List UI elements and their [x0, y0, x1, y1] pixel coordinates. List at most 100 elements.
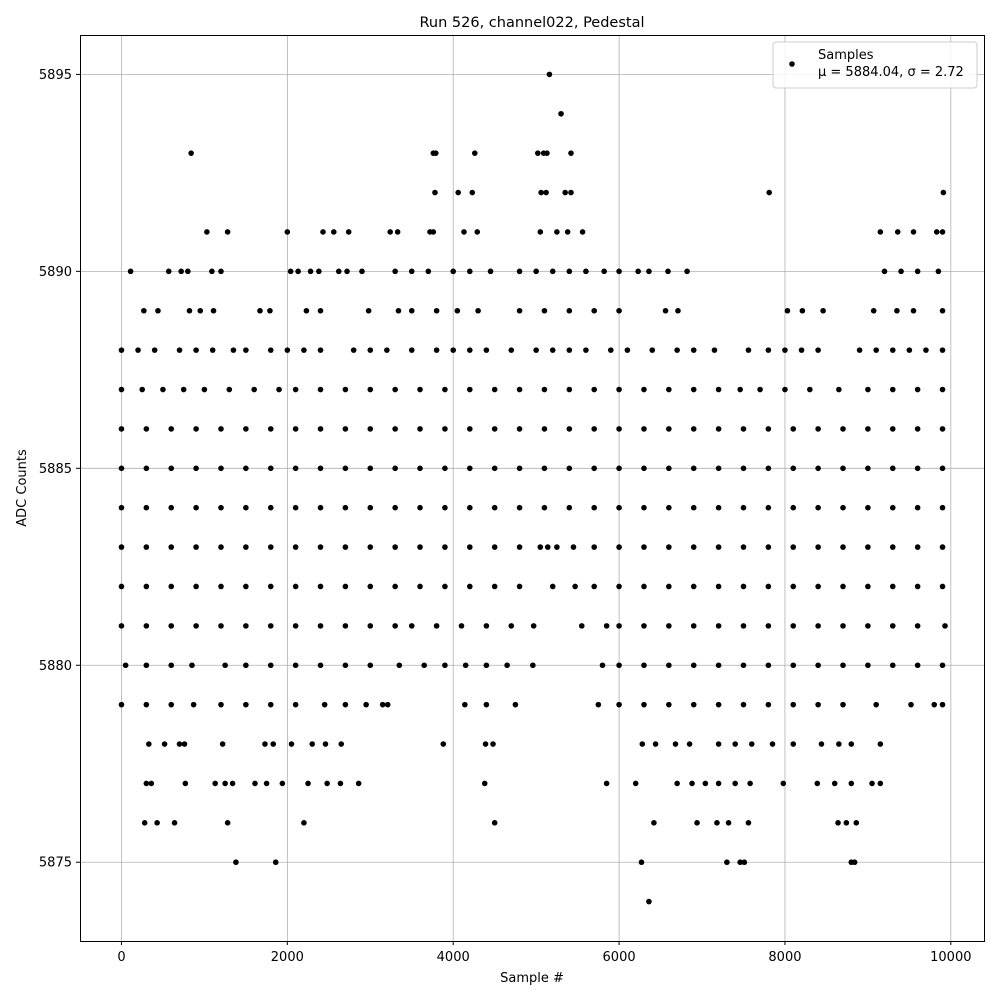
data-point [188, 150, 194, 156]
data-point [516, 268, 523, 275]
data-point [317, 426, 324, 432]
data-point [674, 347, 680, 353]
data-point [603, 780, 610, 787]
data-point [914, 268, 921, 275]
data-point [229, 780, 236, 787]
data-point [367, 662, 374, 669]
data-point [765, 347, 772, 353]
data-point [790, 426, 797, 432]
data-point [549, 347, 556, 353]
data-point [392, 623, 398, 629]
data-point [544, 150, 550, 156]
data-point [745, 347, 752, 353]
data-point [491, 426, 498, 432]
data-point [367, 426, 374, 432]
data-point [765, 583, 772, 590]
x-tick-label: 10000 [930, 950, 971, 965]
data-point [267, 583, 274, 590]
data-point [243, 426, 249, 432]
data-point [665, 268, 671, 275]
data-point [118, 701, 125, 708]
data-point [469, 189, 476, 196]
data-point [135, 347, 141, 353]
data-point [689, 780, 695, 787]
data-point [541, 465, 548, 472]
data-point [359, 268, 365, 275]
data-point [715, 780, 722, 787]
data-point [263, 780, 270, 787]
data-point [923, 347, 929, 353]
data-point [322, 741, 329, 747]
data-point [914, 623, 921, 629]
data-point [243, 465, 249, 472]
data-point [865, 662, 871, 669]
data-point [616, 465, 622, 472]
data-point [815, 583, 821, 590]
data-point [474, 229, 481, 235]
x-tick-label: 2000 [271, 950, 304, 965]
data-point [765, 426, 772, 432]
data-point [483, 347, 490, 353]
data-point [272, 859, 279, 866]
data-point [212, 780, 218, 787]
data-point [939, 229, 946, 235]
data-point [218, 268, 224, 275]
data-point [914, 504, 921, 511]
data-point [168, 701, 175, 708]
data-point [118, 583, 125, 590]
data-point [178, 268, 184, 275]
data-point [442, 544, 448, 550]
y-tick-label: 5885 [39, 462, 72, 477]
data-point [151, 347, 158, 353]
data-point [442, 662, 448, 669]
data-point [549, 268, 556, 275]
data-point [765, 544, 772, 550]
data-point [168, 504, 175, 511]
data-point [307, 268, 314, 275]
data-point [127, 268, 134, 275]
data-point [342, 583, 349, 590]
data-point [118, 623, 125, 629]
data-point [284, 347, 291, 353]
data-point [591, 465, 598, 472]
data-point [616, 504, 622, 511]
data-point [421, 662, 427, 669]
data-point [737, 859, 743, 866]
data-point [865, 465, 871, 472]
data-point [535, 150, 541, 156]
data-point [392, 504, 398, 511]
grid [80, 35, 984, 941]
data-point [607, 347, 614, 353]
data-point [601, 268, 607, 275]
data-point [666, 623, 672, 629]
data-point [865, 544, 871, 550]
data-point [541, 504, 548, 511]
data-point [784, 307, 791, 314]
data-point [616, 307, 622, 314]
data-point [533, 347, 539, 353]
data-point [204, 229, 210, 235]
data-point [848, 741, 855, 747]
data-point [317, 465, 324, 472]
data-point [684, 268, 690, 275]
data-point [939, 504, 946, 511]
data-point [853, 820, 860, 826]
data-point [939, 465, 946, 472]
data-point [740, 583, 747, 590]
data-point [690, 426, 697, 432]
data-point [267, 662, 274, 669]
data-point [690, 544, 697, 550]
data-point [491, 820, 498, 826]
data-point [516, 583, 523, 590]
data-point [737, 386, 743, 393]
data-point [168, 583, 175, 590]
data-point [583, 347, 589, 353]
data-point [365, 307, 372, 314]
data-point [914, 426, 921, 432]
data-point [160, 386, 166, 393]
data-point [367, 583, 374, 590]
data-point [939, 347, 946, 353]
data-point [616, 268, 622, 275]
data-point [856, 347, 863, 353]
data-point [243, 347, 249, 353]
